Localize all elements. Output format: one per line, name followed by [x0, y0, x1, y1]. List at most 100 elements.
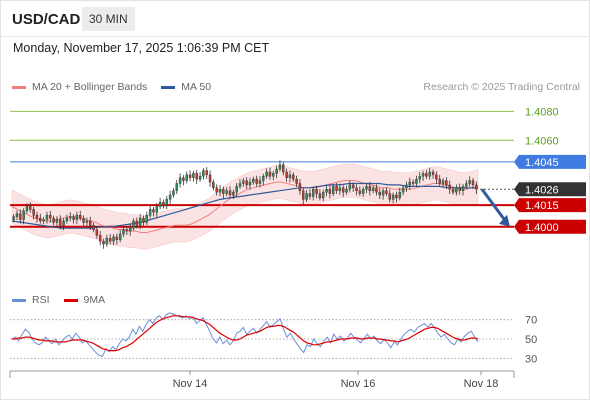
credit-text: Research © 2025 Trading Central [423, 81, 580, 93]
candle-body [92, 225, 95, 230]
candle-body [331, 186, 335, 194]
candle-body [242, 180, 245, 184]
candle-body [335, 186, 338, 191]
level-label-1.4080: 1.4080 [525, 106, 559, 118]
candle-body [295, 178, 298, 184]
candle-body [185, 174, 188, 181]
candle-body [222, 189, 225, 194]
candle-body [29, 206, 32, 210]
price-legend: MA 20 + Bollinger Bands MA 50 [12, 81, 225, 93]
candle-body [255, 178, 258, 184]
candle-body [42, 219, 45, 222]
level-label-1.4015: 1.4015 [525, 200, 559, 212]
candle-body [25, 206, 29, 212]
candle-body [405, 184, 408, 189]
candle-body [355, 187, 358, 191]
candle-body [288, 174, 292, 178]
level-tag-1.4015 [514, 198, 586, 213]
ma50-line [11, 182, 478, 229]
candle-body [408, 181, 411, 186]
candle-body [461, 186, 465, 191]
candle-body [248, 181, 252, 186]
candle-body [262, 176, 265, 181]
rsi-tick-label: 30 [525, 353, 537, 365]
candle-body [215, 187, 218, 193]
candle-body [178, 177, 182, 184]
level-label-1.4026: 1.4026 [525, 184, 559, 196]
candle-body [208, 174, 212, 183]
legend-item-9ma: 9MA [63, 294, 105, 306]
candle-body [35, 215, 39, 219]
candle-body [188, 174, 192, 178]
candle-body [458, 187, 461, 191]
rsi-9ma-line [12, 315, 479, 352]
candle-body [265, 171, 268, 177]
legend-item-ma50: MA 50 [161, 81, 211, 93]
timestamp: Monday, November 17, 2025 1:06:39 PM CET [13, 41, 270, 55]
candle-body [39, 217, 42, 222]
candle-body [321, 191, 325, 199]
interval-button[interactable]: 30 MIN [82, 7, 135, 31]
candle-body [108, 238, 112, 242]
candle-body [85, 220, 89, 223]
legend-label-ma20: MA 20 + Bollinger Bands [32, 81, 148, 93]
candle-body [415, 178, 418, 184]
candle-body [455, 187, 458, 193]
candle-body [88, 220, 92, 226]
candle-body [65, 217, 69, 222]
candle-body [341, 187, 345, 193]
candle-body [438, 178, 441, 184]
legend-swatch-rsi [12, 298, 26, 302]
candle-body [155, 206, 159, 213]
level-tag-1.4026 [514, 182, 586, 197]
level-label-1.4000: 1.4000 [525, 222, 559, 234]
candle-body [378, 191, 382, 196]
candle-body [435, 174, 438, 180]
candle-body [69, 216, 72, 219]
candle-body [328, 189, 332, 194]
candle-body [475, 184, 478, 190]
level-label-1.4045: 1.4045 [525, 157, 559, 169]
candle-body [192, 173, 195, 178]
candle-body [118, 233, 122, 240]
legend-label-ma50: MA 50 [181, 81, 212, 93]
candle-body [401, 187, 405, 193]
x-tick-label: Nov 18 [464, 378, 499, 390]
candle-body [448, 184, 451, 190]
header-divider [0, 36, 590, 37]
candle-body [428, 171, 431, 177]
x-tick-label: Nov 16 [341, 378, 376, 390]
candle-body [19, 213, 22, 220]
candle-body [282, 164, 285, 173]
candle-body [142, 217, 145, 223]
legend-item-rsi: RSI [12, 294, 50, 306]
candle-body [75, 215, 79, 220]
candle-body [238, 183, 242, 187]
candle-body [158, 202, 162, 207]
candle-body [45, 215, 49, 220]
candle-body [395, 194, 398, 199]
candle-body [398, 191, 402, 199]
candle-body [451, 189, 455, 193]
candle-body [202, 170, 205, 177]
candle-body [175, 183, 178, 191]
candle-body [22, 210, 25, 220]
rsi-line [11, 312, 479, 358]
candle-body [172, 190, 175, 196]
candle-body [59, 219, 62, 226]
candle-body [345, 189, 348, 193]
candle-body [272, 173, 275, 177]
candle-body [12, 216, 15, 220]
rsi-legend: RSI 9MA [12, 294, 119, 306]
candle-body [275, 168, 278, 174]
candle-body [371, 187, 375, 191]
candle-body [292, 174, 295, 180]
candle-body [62, 220, 65, 226]
level-tag-1.4045 [514, 154, 586, 169]
candle-body [15, 213, 19, 217]
candle-body [445, 180, 448, 186]
candle-body [361, 189, 365, 194]
rsi-tick-label: 50 [525, 334, 537, 346]
candle-body [182, 177, 185, 181]
candle-body [312, 189, 315, 197]
